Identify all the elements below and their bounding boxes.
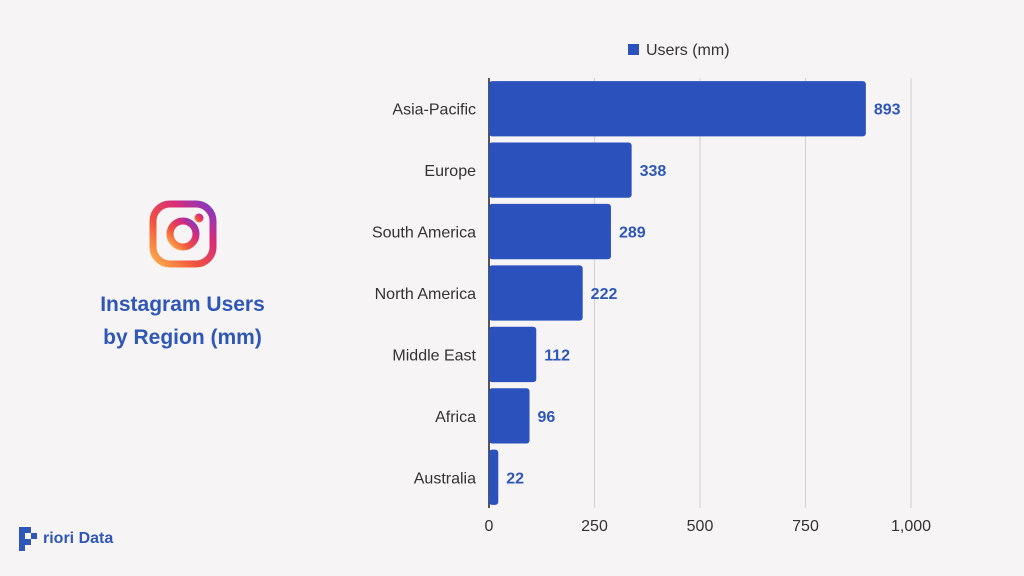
bar xyxy=(489,449,499,505)
x-axis-ticks: 0 250 500 750 1,000 xyxy=(485,518,932,535)
x-tick-label: 1,000 xyxy=(891,518,931,535)
category-label: Australia xyxy=(414,470,476,487)
x-tick-label: 250 xyxy=(581,518,608,535)
value-label: 22 xyxy=(506,470,524,487)
brand: riori Data xyxy=(18,526,113,552)
category-label: Asia-Pacific xyxy=(392,102,476,119)
chart-title: Instagram Users by Region (mm) xyxy=(100,288,265,354)
value-label: 289 xyxy=(619,225,646,242)
bar xyxy=(489,142,632,198)
bar xyxy=(489,81,866,137)
value-label: 893 xyxy=(874,102,901,119)
value-label: 222 xyxy=(591,286,618,303)
legend: Users (mm) xyxy=(628,42,730,59)
category-label: North America xyxy=(375,286,476,303)
side-panel: Instagram Users by Region (mm) xyxy=(60,200,305,354)
category-label: Middle East xyxy=(392,347,476,364)
category-label: South America xyxy=(372,225,476,242)
x-tick-label: 750 xyxy=(792,518,819,535)
brand-name: riori Data xyxy=(43,530,114,547)
category-label: Africa xyxy=(435,409,476,426)
legend-label: Users (mm) xyxy=(646,42,730,59)
chart-title-line2: by Region (mm) xyxy=(103,326,262,349)
value-label: 112 xyxy=(544,347,570,364)
bar xyxy=(489,203,611,260)
value-label: 96 xyxy=(538,409,556,426)
priori-data-logo-icon xyxy=(19,527,37,551)
chart-title-line1: Instagram Users xyxy=(100,293,265,316)
legend-swatch xyxy=(628,44,639,55)
category-labels: Asia-Pacific Europe South America North Ame… xyxy=(372,102,477,488)
value-labels: 893 338 289 222 112 96 22 xyxy=(506,102,900,488)
bar xyxy=(489,326,537,383)
bar xyxy=(489,388,530,444)
category-label: Europe xyxy=(424,163,476,180)
instagram-logo-icon xyxy=(149,200,216,268)
x-tick-label: 500 xyxy=(687,518,714,535)
value-label: 338 xyxy=(640,163,667,180)
x-tick-label: 0 xyxy=(485,518,494,535)
bar xyxy=(489,265,583,321)
bars xyxy=(489,81,866,505)
